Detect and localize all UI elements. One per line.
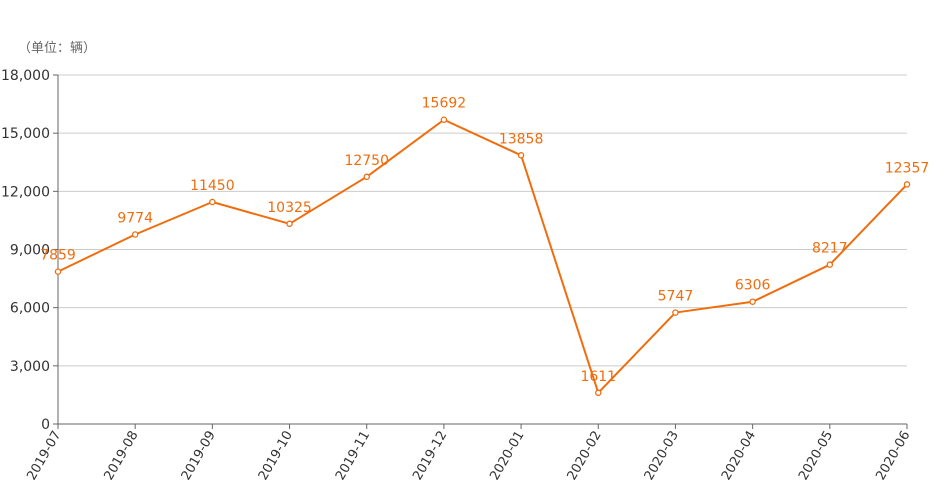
y-tick-label: 9,000 <box>10 243 50 259</box>
data-point <box>903 181 911 188</box>
x-tick-label: 2020-05 <box>796 429 836 484</box>
y-tick-label: 0 <box>41 417 50 433</box>
x-tick-label: 2020-06 <box>873 429 913 484</box>
data-label: 9774 <box>117 210 153 226</box>
data-point <box>54 268 62 275</box>
data-label: 11450 <box>190 178 235 194</box>
data-label: 12750 <box>344 153 389 169</box>
y-tick-label: 6,000 <box>10 301 50 317</box>
data-label: 8217 <box>812 241 848 257</box>
data-point <box>286 220 293 228</box>
grid-layer <box>58 74 907 367</box>
data-point <box>209 198 216 206</box>
x-tick-label: 2020-01 <box>487 429 527 484</box>
data-label-layer: 7859 9774 11450 10325 12750 15692 13858 1611 574… <box>40 96 929 385</box>
y-tick-label: 15,000 <box>1 126 50 142</box>
data-point <box>749 298 756 305</box>
x-tick-label: 2019-11 <box>333 429 373 484</box>
data-point <box>440 116 448 123</box>
x-tick-label: 2020-03 <box>642 429 682 484</box>
data-label: 5747 <box>658 289 694 305</box>
data-point <box>517 152 525 159</box>
series-line-layer <box>57 118 908 394</box>
y-tick-label: 18,000 <box>1 68 50 84</box>
x-tick-label: 2019-09 <box>179 429 219 484</box>
data-point <box>672 309 679 316</box>
data-label: 6306 <box>735 278 771 294</box>
data-label: 10325 <box>267 200 312 216</box>
x-tick-label: 2019-10 <box>256 429 296 484</box>
x-tick-label: 2020-02 <box>565 429 605 484</box>
data-point <box>363 173 370 181</box>
data-label: 1611 <box>580 369 616 385</box>
axis-layer: 0 3,000 6,000 9,000 12,000 15,000 18,000 2019-0… <box>1 68 913 483</box>
data-point <box>826 261 834 268</box>
x-tick-label: 2019-12 <box>410 429 450 484</box>
x-tick-label: 2020-04 <box>719 429 759 484</box>
y-tick-label: 12,000 <box>1 184 50 200</box>
data-label: 7859 <box>40 248 76 264</box>
data-label: 13858 <box>499 131 544 147</box>
x-tick-label: 2019-08 <box>101 429 141 484</box>
unit-label: （单位：辆） <box>18 41 96 56</box>
y-tick-label: 3,000 <box>10 359 50 375</box>
x-tick-label: 2019-07 <box>24 429 64 484</box>
data-label: 15692 <box>422 96 467 112</box>
series-line <box>57 118 908 394</box>
data-point <box>131 231 139 238</box>
data-label: 12357 <box>885 160 930 176</box>
data-point-layer <box>54 116 911 397</box>
data-point <box>595 389 602 397</box>
